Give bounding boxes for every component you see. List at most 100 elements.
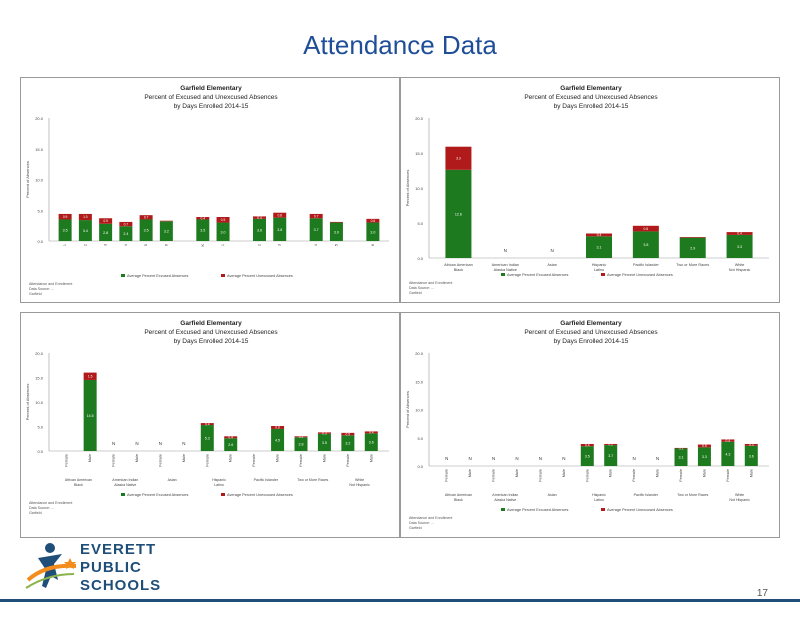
bar-excused xyxy=(586,236,612,258)
data-label-unexcused: 0.1 xyxy=(679,446,684,450)
y-tick-label: 10.0 xyxy=(415,408,424,413)
data-label-excused: 3.2 xyxy=(345,442,350,446)
x-tick-label: K xyxy=(201,244,205,247)
y-tick-label: 10.0 xyxy=(415,186,424,191)
na-label: N xyxy=(539,456,542,461)
y-tick-label: 20.0 xyxy=(35,116,44,121)
na-label: N xyxy=(633,456,636,461)
group-label: White xyxy=(355,478,364,482)
data-label-unexcused: 3.3 xyxy=(456,156,461,160)
x-tick-label: Female xyxy=(346,454,350,467)
data-label-excused: 3.5 xyxy=(63,229,68,233)
data-label-unexcused: 0.4 xyxy=(597,233,602,237)
bar-unexcused xyxy=(196,217,210,220)
data-label-excused: 3.1 xyxy=(597,246,602,250)
bar-excused xyxy=(726,234,753,258)
group-label: Alaska Native xyxy=(114,483,136,487)
bar-unexcused xyxy=(273,212,287,218)
x-tick-label: 4 xyxy=(124,244,128,246)
legend-label-unexcused: Average Percent Unexcused Absences xyxy=(607,508,673,512)
data-label-excused: 2.6 xyxy=(228,443,233,447)
data-label-unexcused: 0.4 xyxy=(369,431,374,435)
legend-swatch-excused xyxy=(501,273,505,276)
data-label-excused: 3.6 xyxy=(369,441,374,445)
bar-excused xyxy=(580,446,594,466)
y-tick-label: 0.0 xyxy=(37,449,43,454)
data-label-unexcused: 0.4 xyxy=(228,435,233,439)
x-tick-label: Female xyxy=(585,469,589,482)
x-tick-label: 2 xyxy=(257,244,261,246)
x-tick-label: Male xyxy=(656,469,660,477)
data-label-unexcused: 0.8 xyxy=(644,227,649,231)
bar-unexcused xyxy=(697,444,711,448)
y-tick-label: 0.0 xyxy=(417,464,423,469)
y-axis-label: Percent of Absences xyxy=(405,391,410,428)
x-tick-label: Two or More Races xyxy=(676,263,709,267)
group-label: Two or More Races xyxy=(297,478,328,482)
na-label: N xyxy=(469,456,472,461)
x-tick-label: Female xyxy=(679,469,683,482)
group-label: Hispanic xyxy=(592,493,606,497)
bar-unexcused xyxy=(721,439,735,442)
chart-panel-by-grade: Garfield Elementary Percent of Excused an… xyxy=(20,77,400,303)
chart-note: Attendance and Enrollment xyxy=(29,501,72,505)
data-label-unexcused: 0.2 xyxy=(608,443,613,447)
x-tick-label: Male xyxy=(749,469,753,477)
chart-subtitle: Percent of Excused and Unexcused Absence… xyxy=(144,329,278,336)
chart-subtitle-2: by Days Enrolled 2014-15 xyxy=(554,338,629,345)
y-tick-label: 5.0 xyxy=(417,221,423,226)
chart-note: Garfield xyxy=(409,291,422,295)
bar-excused xyxy=(196,219,210,241)
x-tick-label: Male xyxy=(515,469,519,477)
y-tick-label: 0.0 xyxy=(37,239,43,244)
x-tick-label: Black xyxy=(454,268,463,272)
x-tick-label: Female xyxy=(632,469,636,482)
logo-text-line-3: SCHOOLS xyxy=(80,577,162,594)
bar-unexcused xyxy=(744,443,758,446)
x-tick-label: Male xyxy=(88,454,92,462)
bar-unexcused xyxy=(632,225,659,232)
legend-swatch-excused xyxy=(121,274,125,277)
data-label-excused: 3.2 xyxy=(164,230,169,234)
bar-excused xyxy=(119,226,133,241)
x-tick-label: Female xyxy=(158,454,162,467)
slide-title: Attendance Data xyxy=(303,30,497,60)
bar-unexcused xyxy=(252,216,266,219)
x-tick-label: Female xyxy=(445,469,449,482)
data-label-excused: 3.4 xyxy=(83,229,88,233)
group-label: American Indian xyxy=(112,478,138,482)
bar-excused xyxy=(697,447,711,466)
bar-unexcused xyxy=(271,426,285,429)
bar-excused xyxy=(632,231,659,258)
group-label: American Indian xyxy=(492,493,518,497)
group-label: Pacific Islander xyxy=(254,478,279,482)
data-label-excused: 4.3 xyxy=(725,452,730,456)
bar-excused xyxy=(294,437,308,451)
chart-title: Garfield Elementary xyxy=(560,85,622,92)
bar-excused xyxy=(58,219,72,241)
bar-excused xyxy=(271,428,285,451)
x-tick-label: Female xyxy=(492,469,496,482)
legend-swatch-unexcused xyxy=(221,274,225,277)
x-tick-label: Female xyxy=(538,469,542,482)
data-label-excused: 3.6 xyxy=(749,454,754,458)
data-label-excused: 3.0 xyxy=(221,230,226,234)
y-tick-label: 20.0 xyxy=(415,116,424,121)
data-label-unexcused: 0.9 xyxy=(221,218,226,222)
legend-label-excused: Average Percent Excused Absences xyxy=(507,273,568,277)
y-tick-label: 5.0 xyxy=(37,425,43,430)
bar-unexcused xyxy=(216,217,230,223)
bar-excused xyxy=(252,218,266,241)
chart-note: Data Source: ... xyxy=(409,286,434,290)
chart-subtitle-2: by Days Enrolled 2014-15 xyxy=(174,338,249,345)
data-label-unexcused: 0.7 xyxy=(314,214,319,218)
chart-subtitle-2: by Days Enrolled 2014-15 xyxy=(174,103,249,110)
x-tick-label: Asian xyxy=(547,263,557,267)
x-tick-label: Male xyxy=(135,454,139,462)
group-label: Latino xyxy=(594,498,604,502)
chart-svg: Garfield Elementary Percent of Excused an… xyxy=(405,85,769,295)
x-tick-label: Male xyxy=(468,469,472,477)
chart-subtitle-2: by Days Enrolled 2014-15 xyxy=(554,103,629,110)
data-label-unexcused: 0.6 xyxy=(275,426,280,430)
chart-note: Data Source: ... xyxy=(29,287,54,291)
